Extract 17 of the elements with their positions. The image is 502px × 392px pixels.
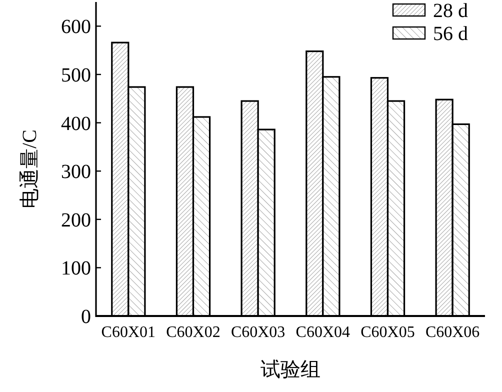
x-tick-label: C60X01 <box>101 324 156 341</box>
y-tick-label: 400 <box>61 112 91 135</box>
x-tick-label: C60X02 <box>166 324 220 341</box>
x-tick-label: C60X06 <box>425 324 480 341</box>
y-tick-label: 300 <box>61 161 91 184</box>
x-tick-label: C60X03 <box>230 324 286 341</box>
legend-label: 56 d <box>433 23 468 45</box>
y-tick-label: 0 <box>81 306 91 328</box>
x-axis-title: 试验组 <box>260 359 320 381</box>
legend-label: 28 d <box>433 0 468 22</box>
y-axis-title: 电通量/C <box>19 130 41 208</box>
y-tick-label: 100 <box>61 258 91 280</box>
y-tick-label: 500 <box>61 64 91 86</box>
x-tick-label: C60X04 <box>296 324 350 341</box>
y-tick-label: 600 <box>61 16 91 38</box>
x-tick-label: C60X05 <box>360 324 415 341</box>
y-tick-label: 200 <box>61 209 91 232</box>
